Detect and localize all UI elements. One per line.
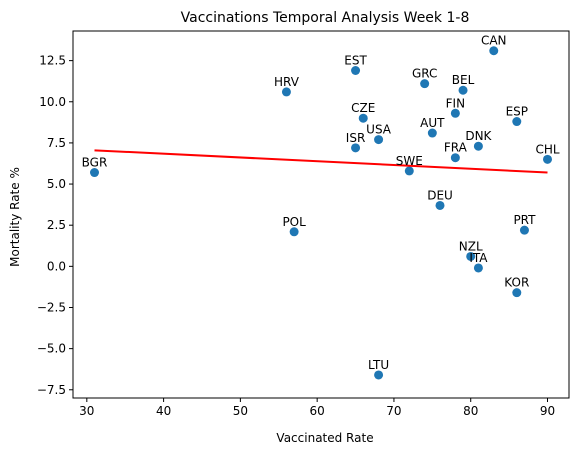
point-label-fin: FIN <box>446 96 465 110</box>
point-label-est: EST <box>344 53 367 67</box>
point-label-usa: USA <box>366 123 392 137</box>
data-point-usa <box>374 135 384 145</box>
data-point-pol <box>289 227 299 237</box>
y-tick-label: −5.0 <box>37 342 66 356</box>
point-label-isr: ISR <box>346 131 366 145</box>
y-axis-label: Mortality Rate % <box>8 167 22 267</box>
data-point-cze <box>358 113 368 123</box>
chart-title: Vaccinations Temporal Analysis Week 1-8 <box>181 10 470 26</box>
x-tick-label: 40 <box>156 404 171 418</box>
trend-line <box>94 149 548 174</box>
data-point-nzl <box>466 251 476 261</box>
y-tick-label: −7.5 <box>37 383 66 397</box>
data-point-est <box>351 65 361 75</box>
x-tick-label: 60 <box>310 404 325 418</box>
data-point-grc <box>420 79 430 89</box>
point-label-kor: KOR <box>504 276 529 290</box>
y-tick-label: 7.5 <box>47 136 66 150</box>
point-label-pol: POL <box>282 215 306 229</box>
point-label-cze: CZE <box>351 101 375 115</box>
point-label-fra: FRA <box>444 141 468 155</box>
x-tick-label: 50 <box>233 404 248 418</box>
point-label-prt: PRT <box>513 213 536 227</box>
point-label-aut: AUT <box>420 116 445 130</box>
point-label-ita: ITA <box>469 251 488 265</box>
data-point-ita <box>473 263 483 273</box>
data-point-bel <box>458 85 468 95</box>
point-label-ltu: LTU <box>368 358 389 372</box>
x-tick-label: 90 <box>540 404 555 418</box>
y-axis: −7.5 −5.0 −2.5 0.0 2.5 5.0 7.5 10.0 12.5 <box>37 54 73 397</box>
point-label-swe: SWE <box>396 154 423 168</box>
data-point-dnk <box>473 141 483 151</box>
x-tick-label: 70 <box>386 404 401 418</box>
x-tick-label: 80 <box>463 404 478 418</box>
y-tick-label: 12.5 <box>39 54 66 68</box>
y-tick-label: 10.0 <box>39 95 66 109</box>
point-label-bgr: BGR <box>82 156 108 170</box>
data-point-hrv <box>281 87 291 97</box>
x-tick-label: 30 <box>79 404 94 418</box>
data-point-aut <box>427 128 437 138</box>
plot-area: BGR HRV POL EST ISR CZE USA LTU SWE GRC AUT DEU FIN F… <box>82 34 560 380</box>
x-axis: 30 40 50 60 70 80 90 <box>79 398 555 418</box>
point-label-esp: ESP <box>506 105 528 119</box>
data-point-deu <box>435 200 445 210</box>
data-point-bgr <box>89 168 99 178</box>
point-label-grc: GRC <box>412 67 437 81</box>
data-point-swe <box>404 166 414 176</box>
data-point-kor <box>512 288 522 298</box>
point-label-nzl: NZL <box>459 239 483 253</box>
x-axis-label: Vaccinated Rate <box>276 431 373 445</box>
point-label-chl: CHL <box>535 142 559 156</box>
point-label-hrv: HRV <box>274 75 300 89</box>
point-label-deu: DEU <box>427 188 453 202</box>
plot-frame <box>72 30 570 399</box>
data-point-can <box>489 46 499 56</box>
point-label-dnk: DNK <box>465 129 492 143</box>
y-tick-label: 0.0 <box>47 259 66 273</box>
data-point-isr <box>351 143 361 153</box>
data-point-fin <box>450 108 460 118</box>
y-tick-label: 2.5 <box>47 218 66 232</box>
data-point-chl <box>543 154 553 164</box>
y-tick-label: −2.5 <box>37 300 66 314</box>
data-point-ltu <box>374 370 384 380</box>
point-label-can: CAN <box>481 34 507 48</box>
y-tick-label: 5.0 <box>47 177 66 191</box>
point-label-bel: BEL <box>452 73 475 87</box>
data-point-esp <box>512 117 522 127</box>
data-point-prt <box>519 225 529 235</box>
data-point-fra <box>450 153 460 163</box>
